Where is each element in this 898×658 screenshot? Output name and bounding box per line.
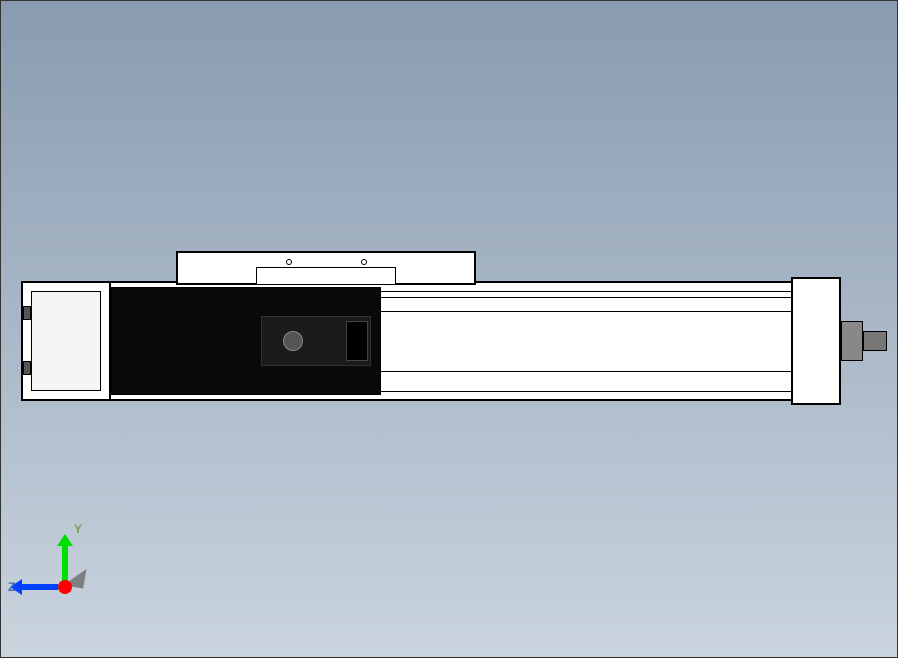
view-orientation-triad[interactable]: Y Z xyxy=(26,526,106,606)
extrusion-profile-line xyxy=(111,399,791,400)
left-endcap-inner xyxy=(31,291,101,391)
extrusion-profile-line xyxy=(381,291,791,292)
left-bolt-bottom xyxy=(23,361,31,375)
carriage-notch xyxy=(256,267,396,285)
cad-viewport[interactable]: Y Z xyxy=(0,0,898,658)
right-endcap[interactable] xyxy=(791,277,841,405)
extrusion-profile-line xyxy=(381,371,791,372)
right-connector-block xyxy=(841,321,863,361)
motor-shaft-circle xyxy=(283,331,303,351)
y-axis-label: Y xyxy=(74,522,82,536)
motor-connector xyxy=(346,321,368,361)
extrusion-profile-line xyxy=(381,311,791,312)
carriage-mounting-hole-left xyxy=(286,259,292,265)
left-bolt-top xyxy=(23,306,31,320)
carriage-mounting-hole-right xyxy=(361,259,367,265)
extrusion-profile-line xyxy=(381,297,791,298)
z-axis-arrow xyxy=(20,584,58,590)
origin-sphere-icon xyxy=(58,580,72,594)
y-axis-arrow xyxy=(62,544,68,582)
z-axis-label: Z xyxy=(8,580,15,594)
right-connector-stub xyxy=(863,331,887,351)
